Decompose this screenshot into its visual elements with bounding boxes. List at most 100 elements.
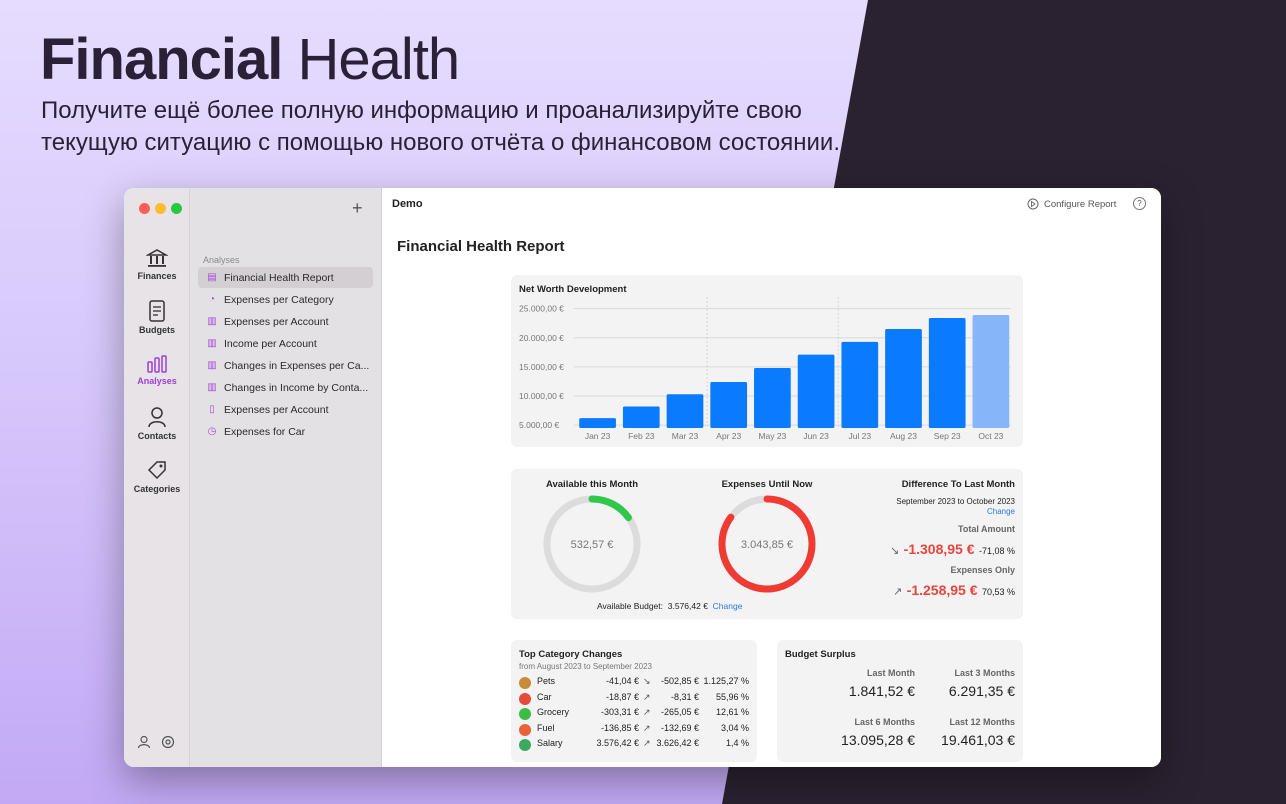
category-prev-value: -18,87 € [605, 691, 639, 702]
available-gauge [543, 495, 641, 593]
car-icon [519, 692, 531, 705]
category-prev-value: -136,85 € [600, 722, 639, 733]
top-changes-range: from August 2023 to September 2023 [519, 662, 652, 671]
tag-icon [147, 461, 166, 480]
fuel-icon [519, 723, 531, 736]
category-curr-value: -265,05 € [660, 707, 699, 717]
expenses-gauge [718, 495, 816, 593]
rail-item-contacts[interactable]: Contacts [124, 406, 190, 441]
help-button[interactable]: ? [1133, 197, 1146, 210]
x-tick-label: Oct 23 [978, 431, 1003, 441]
category-name: Pets [537, 676, 556, 686]
difference-change-link[interactable]: Change [986, 507, 1015, 516]
sidebar-item-expenses-category[interactable]: ◔ Expenses per Category [198, 289, 373, 310]
trend-arrow-icon: ↘ [643, 676, 651, 686]
y-tick-label: 20.000,00 € [519, 333, 564, 343]
rail-item-finances[interactable]: Finances [124, 248, 190, 281]
sidebar-item-changes-expenses[interactable]: ▥ Changes in Expenses per Ca... [207, 359, 370, 372]
report-icon: ▤ [207, 272, 217, 283]
x-tick-label: Feb 23 [628, 431, 655, 441]
report-main: Demo Configure Report ? Financial Health… [382, 188, 1161, 767]
sidebar-item-expenses-car[interactable]: ◷ Expenses for Car [207, 425, 306, 438]
budget-change-link[interactable]: Change [712, 601, 743, 611]
last3-value: 6.291,35 € [948, 683, 1015, 699]
rail-label: Categories [133, 484, 181, 494]
x-tick-label: Jul 23 [848, 431, 871, 441]
sidebar-item-expenses-account-2[interactable]: ▯ Expenses per Account [198, 399, 373, 420]
available-value: 532,57 € [570, 539, 614, 551]
top-changes-title: Top Category Changes [519, 649, 623, 660]
x-tick-label: Sep 23 [934, 431, 961, 441]
document-title: Demo [392, 198, 423, 210]
category-row: Car -18,87 € ↗ -8,31 € 55,96 % [519, 692, 749, 707]
clock-icon: ◷ [207, 426, 217, 437]
section-header: Analyses [203, 255, 240, 265]
category-curr-value: -8,31 € [670, 691, 699, 702]
configure-icon [1027, 198, 1039, 210]
difference-title: Difference To Last Month [901, 479, 1015, 490]
trend-arrow-icon: ↗ [643, 691, 651, 702]
chart-icon [147, 355, 167, 373]
rail-item-categories[interactable]: Categories [124, 459, 190, 494]
trend-arrow-icon: ↗ [643, 707, 651, 717]
chart-title: Net Worth Development [519, 284, 627, 295]
rail-item-budgets[interactable]: Budgets [124, 300, 190, 335]
bar [885, 329, 922, 428]
trend-arrow-icon: ↗ [643, 722, 651, 733]
configure-report-button[interactable]: Configure Report [1027, 198, 1116, 210]
category-curr-value: -132,69 € [660, 722, 699, 733]
available-title: Available this Month [545, 479, 639, 490]
total-amount-label: Total Amount [958, 524, 1015, 534]
surplus-title: Budget Surplus [785, 649, 856, 660]
expenses-only-label: Expenses Only [950, 565, 1015, 575]
nav-rail: Finances Budgets Analyses Contacts Categ… [124, 188, 190, 767]
doc-icon: ▯ [209, 404, 215, 415]
bank-icon [146, 249, 168, 267]
last12-label: Last 12 Months [949, 717, 1015, 727]
promo-title: Financial Health [40, 27, 460, 92]
category-prev-value: -41,04 € [605, 676, 639, 686]
category-row: Pets -41,04 € ↘ -502,85 € 1.125,27 % [519, 676, 749, 691]
budget-surplus-card: Budget Surplus Last Month 1.841,52 € Las… [777, 640, 1023, 762]
trend-arrow-icon: ↗ [643, 738, 651, 748]
sidebar-item-expenses-account[interactable]: ▥ Expenses per Account [207, 315, 329, 328]
bar [754, 368, 791, 428]
close-window-button[interactable] [139, 203, 150, 214]
bar-icon: ▥ [207, 316, 217, 327]
zoom-window-button[interactable] [171, 203, 182, 214]
category-row: Grocery -303,31 € ↗ -265,05 € 12,61 % [519, 707, 749, 722]
net-worth-card: Net Worth Development 25.000,00 € 20.000,… [511, 275, 1023, 447]
total-amount-value: -1.308,95 € [903, 541, 975, 557]
available-budget: Available Budget: 3.576,42 € Change [597, 601, 743, 611]
category-pct: 55,96 % [715, 691, 749, 702]
rail-label: Budgets [139, 325, 175, 335]
x-tick-label: Mar 23 [672, 431, 699, 441]
sidebar-item-changes-income[interactable]: ▥ Changes in Income by Conta... [207, 381, 369, 394]
add-analysis-button[interactable]: + [352, 198, 363, 218]
expenses-only-value: -1.258,95 € [906, 582, 978, 598]
category-row: Salary 3.576,42 € ↗ 3.626,42 € 1,4 % [519, 738, 749, 753]
account-icon[interactable] [137, 735, 151, 749]
up-arrow-icon: ↗ [893, 586, 903, 598]
paw-icon [519, 677, 531, 689]
net-worth-chart: 25.000,00 € 20.000,00 € 15.000,00 € 10.000,… [519, 297, 1011, 441]
bar [710, 382, 748, 428]
category-prev-value: -303,31 € [600, 707, 639, 717]
sidebar-item-income-account[interactable]: ▥ Income per Account [207, 337, 317, 350]
settings-icon[interactable] [161, 735, 175, 749]
app-window: Finances Budgets Analyses Contacts Categ… [124, 188, 1161, 767]
category-pct: 1.125,27 % [703, 676, 749, 686]
x-tick-label: May 23 [758, 431, 786, 441]
category-name: Car [537, 691, 552, 702]
y-tick-label: 5.000,00 € [519, 420, 559, 430]
difference-range: September 2023 to October 2023 [896, 497, 1015, 506]
sidebar-item-financial-health[interactable]: ▤ Financial Health Report [198, 267, 373, 288]
last3-label: Last 3 Months [954, 668, 1015, 678]
rail-item-analyses[interactable]: Analyses [124, 355, 190, 386]
bar [928, 317, 966, 428]
top-changes-card: Top Category Changes from August 2023 to… [511, 640, 757, 762]
bar-icon: ▥ [207, 360, 217, 371]
minimize-window-button[interactable] [155, 203, 166, 214]
category-name: Grocery [537, 707, 570, 717]
x-tick-label: Aug 23 [890, 431, 917, 441]
